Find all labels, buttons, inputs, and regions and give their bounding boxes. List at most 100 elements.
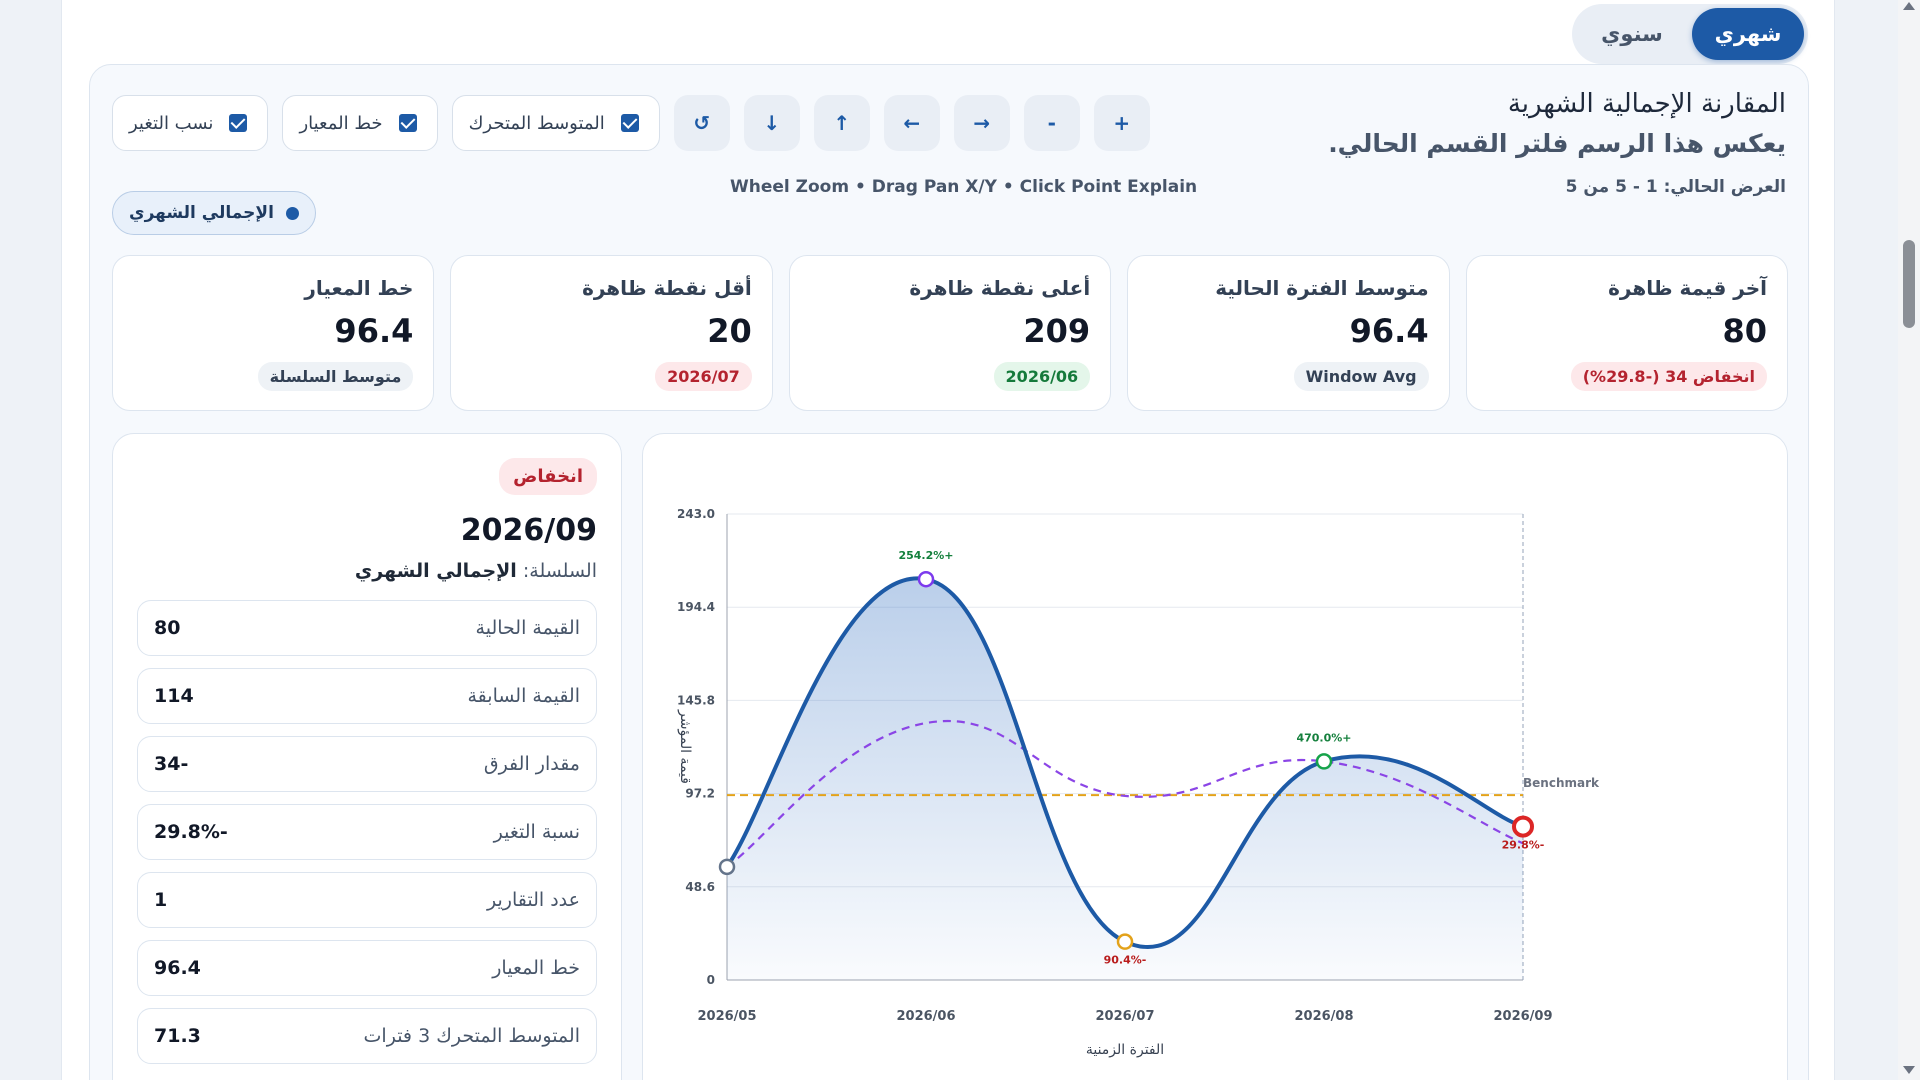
x-tick-label: 2026/06 bbox=[896, 1009, 955, 1024]
explain-row: عدد التقارير 1 bbox=[137, 872, 597, 928]
row-label: خط المعيار bbox=[492, 957, 580, 979]
scroll-down-icon[interactable] bbox=[1903, 1066, 1915, 1074]
moving-average-line bbox=[726, 720, 1524, 868]
row-value: 34- bbox=[154, 753, 189, 775]
zoom-in-button[interactable]: + bbox=[1093, 95, 1150, 151]
kpi-badge: متوسط السلسلة bbox=[257, 362, 414, 391]
tab-yearly[interactable]: سنوي bbox=[1601, 22, 1663, 46]
series-area bbox=[727, 578, 1523, 980]
row-value: 96.4 bbox=[154, 957, 201, 979]
x-tick-label: 2026/09 bbox=[1493, 1009, 1552, 1024]
tab-monthly[interactable]: شهري bbox=[1692, 8, 1804, 60]
explain-series: السلسلة: الإجمالي الشهري bbox=[137, 560, 597, 582]
row-label: القيمة السابقة bbox=[467, 685, 580, 707]
toggle-label: خط المعيار bbox=[299, 112, 383, 134]
change-label: 29.8%- bbox=[1502, 839, 1545, 852]
scrollbar[interactable] bbox=[1898, 0, 1920, 1080]
data-point bbox=[917, 570, 935, 588]
series-pill-label: الإجمالي الشهري bbox=[129, 203, 274, 223]
explain-period: 2026/09 bbox=[460, 513, 597, 548]
pan-left-button[interactable]: ← bbox=[883, 95, 940, 151]
point-explain-card: انخفاض 2026/09 السلسلة: الإجمالي الشهري … bbox=[112, 433, 622, 1080]
line-chart[interactable]: 0 48.6 97.2 145.8 194.4 243.0 2026/05 2026/06 20… bbox=[643, 434, 1789, 1080]
pan-right-button[interactable]: → bbox=[953, 95, 1010, 151]
kpi-badge: 2026/06 bbox=[993, 362, 1091, 391]
explain-row: القيمة الحالية 80 bbox=[137, 600, 597, 656]
row-label: القيمة الحالية bbox=[475, 617, 580, 639]
y-tick-label: 97.2 bbox=[685, 787, 715, 801]
reset-zoom-button[interactable]: ↺ bbox=[673, 95, 730, 151]
kpi-card-benchmark: خط المعيار 96.4 متوسط السلسلة bbox=[111, 255, 435, 411]
toggle-moving-average[interactable]: المتوسط المتحرك bbox=[451, 95, 660, 151]
kpi-label: خط المعيار bbox=[304, 276, 414, 300]
checkbox-icon[interactable] bbox=[620, 114, 639, 132]
row-value: 29.8%- bbox=[154, 821, 228, 843]
data-point bbox=[1512, 815, 1534, 838]
scroll-up-icon[interactable] bbox=[1903, 2, 1915, 10]
explain-row: القيمة السابقة 114 bbox=[137, 668, 597, 724]
toggle-benchmark[interactable]: خط المعيار bbox=[282, 95, 438, 151]
series-dot-icon bbox=[285, 206, 299, 220]
change-label: 90.4%- bbox=[1104, 954, 1147, 967]
scroll-thumb[interactable] bbox=[1903, 240, 1915, 328]
view-range-text: العرض الحالي: 1 - 5 من 5 bbox=[1565, 177, 1786, 197]
explain-row: خط المعيار 96.4 bbox=[137, 940, 597, 996]
row-value: 1 bbox=[154, 889, 168, 911]
checkbox-icon[interactable] bbox=[398, 114, 417, 132]
row-value: 80 bbox=[154, 617, 181, 639]
x-tick-label: 2026/07 bbox=[1095, 1009, 1154, 1024]
row-value: 114 bbox=[154, 685, 194, 707]
kpi-card-window-avg: متوسط الفترة الحالية 96.4 Window Avg bbox=[1127, 255, 1450, 411]
kpi-value: 80 bbox=[1722, 312, 1767, 350]
kpi-badge: 2026/07 bbox=[655, 362, 752, 391]
toggle-label: نسب التغير bbox=[129, 112, 214, 134]
kpi-badge: انخفاض 34 (-29.8%) bbox=[1570, 362, 1767, 391]
row-label: عدد التقارير bbox=[487, 889, 580, 911]
data-point bbox=[718, 858, 736, 876]
kpi-label: آخر قيمة ظاهرة bbox=[1608, 276, 1767, 300]
kpi-value: 96.4 bbox=[334, 312, 414, 350]
x-tick-label: 2026/05 bbox=[697, 1009, 756, 1024]
zoom-out-button[interactable]: - bbox=[1023, 95, 1080, 151]
toggle-change-pct[interactable]: نسب التغير bbox=[112, 95, 269, 151]
chart-panel: المقارنة الإجمالية الشهرية يعكس هذا الرس… bbox=[89, 64, 1809, 1080]
kpi-value: 209 bbox=[1023, 312, 1091, 350]
series-legend-pill[interactable]: الإجمالي الشهري bbox=[112, 191, 316, 235]
toggle-label: المتوسط المتحرك bbox=[468, 112, 605, 134]
explain-row: نسبة التغير 29.8%- bbox=[137, 804, 597, 860]
kpi-card-last-value: آخر قيمة ظاهرة 80 انخفاض 34 (-29.8%) bbox=[1465, 255, 1788, 411]
kpi-card-max: أعلى نقطة ظاهرة 209 2026/06 bbox=[788, 255, 1112, 411]
kpi-label: أقل نقطة ظاهرة bbox=[582, 276, 752, 300]
change-label: 470.0%+ bbox=[1296, 731, 1351, 744]
x-tick-label: 2026/08 bbox=[1294, 1009, 1353, 1024]
benchmark-label: Benchmark bbox=[1523, 776, 1600, 790]
status-badge: انخفاض bbox=[499, 458, 597, 495]
data-point bbox=[1315, 753, 1333, 770]
row-label: المتوسط المتحرك 3 فترات bbox=[363, 1025, 580, 1047]
y-tick-label: 145.8 bbox=[677, 693, 715, 707]
pan-up-button[interactable]: ↑ bbox=[813, 95, 870, 151]
series-prefix: السلسلة: bbox=[522, 560, 597, 582]
explain-row: مقدار الفرق 34- bbox=[137, 736, 597, 792]
page-subtitle: يعكس هذا الرسم فلتر القسم الحالي. bbox=[1328, 129, 1786, 158]
data-point bbox=[1116, 933, 1134, 950]
checkbox-icon[interactable] bbox=[229, 114, 248, 132]
y-axis-title: قيمة المؤشر bbox=[677, 709, 693, 784]
period-switch: شهري سنوي bbox=[1572, 4, 1808, 64]
pan-down-button[interactable]: ↓ bbox=[743, 95, 800, 151]
row-value: 71.3 bbox=[154, 1025, 201, 1047]
row-label: مقدار الفرق bbox=[483, 753, 580, 775]
chart-card[interactable]: 0 48.6 97.2 145.8 194.4 243.0 2026/05 2026/06 20… bbox=[642, 433, 1788, 1080]
kpi-card-min: أقل نقطة ظاهرة 20 2026/07 bbox=[450, 255, 773, 411]
y-tick-label: 243.0 bbox=[677, 507, 715, 521]
interaction-hint: Wheel Zoom • Drag Pan X/Y • Click Point … bbox=[730, 177, 1198, 197]
page-title: المقارنة الإجمالية الشهرية bbox=[1507, 89, 1786, 119]
row-label: نسبة التغير bbox=[493, 821, 580, 843]
kpi-label: متوسط الفترة الحالية bbox=[1215, 276, 1429, 300]
kpi-value: 20 bbox=[707, 312, 752, 350]
explain-rows: القيمة الحالية 80 القيمة السابقة 114 مقد… bbox=[137, 600, 597, 1064]
kpi-label: أعلى نقطة ظاهرة bbox=[909, 276, 1091, 300]
chart-toolbar: نسب التغير خط المعيار المتوسط المتحرك ↺ … bbox=[112, 95, 1150, 151]
series-line bbox=[725, 576, 1524, 950]
title-block: المقارنة الإجمالية الشهرية يعكس هذا الرس… bbox=[1328, 89, 1786, 158]
